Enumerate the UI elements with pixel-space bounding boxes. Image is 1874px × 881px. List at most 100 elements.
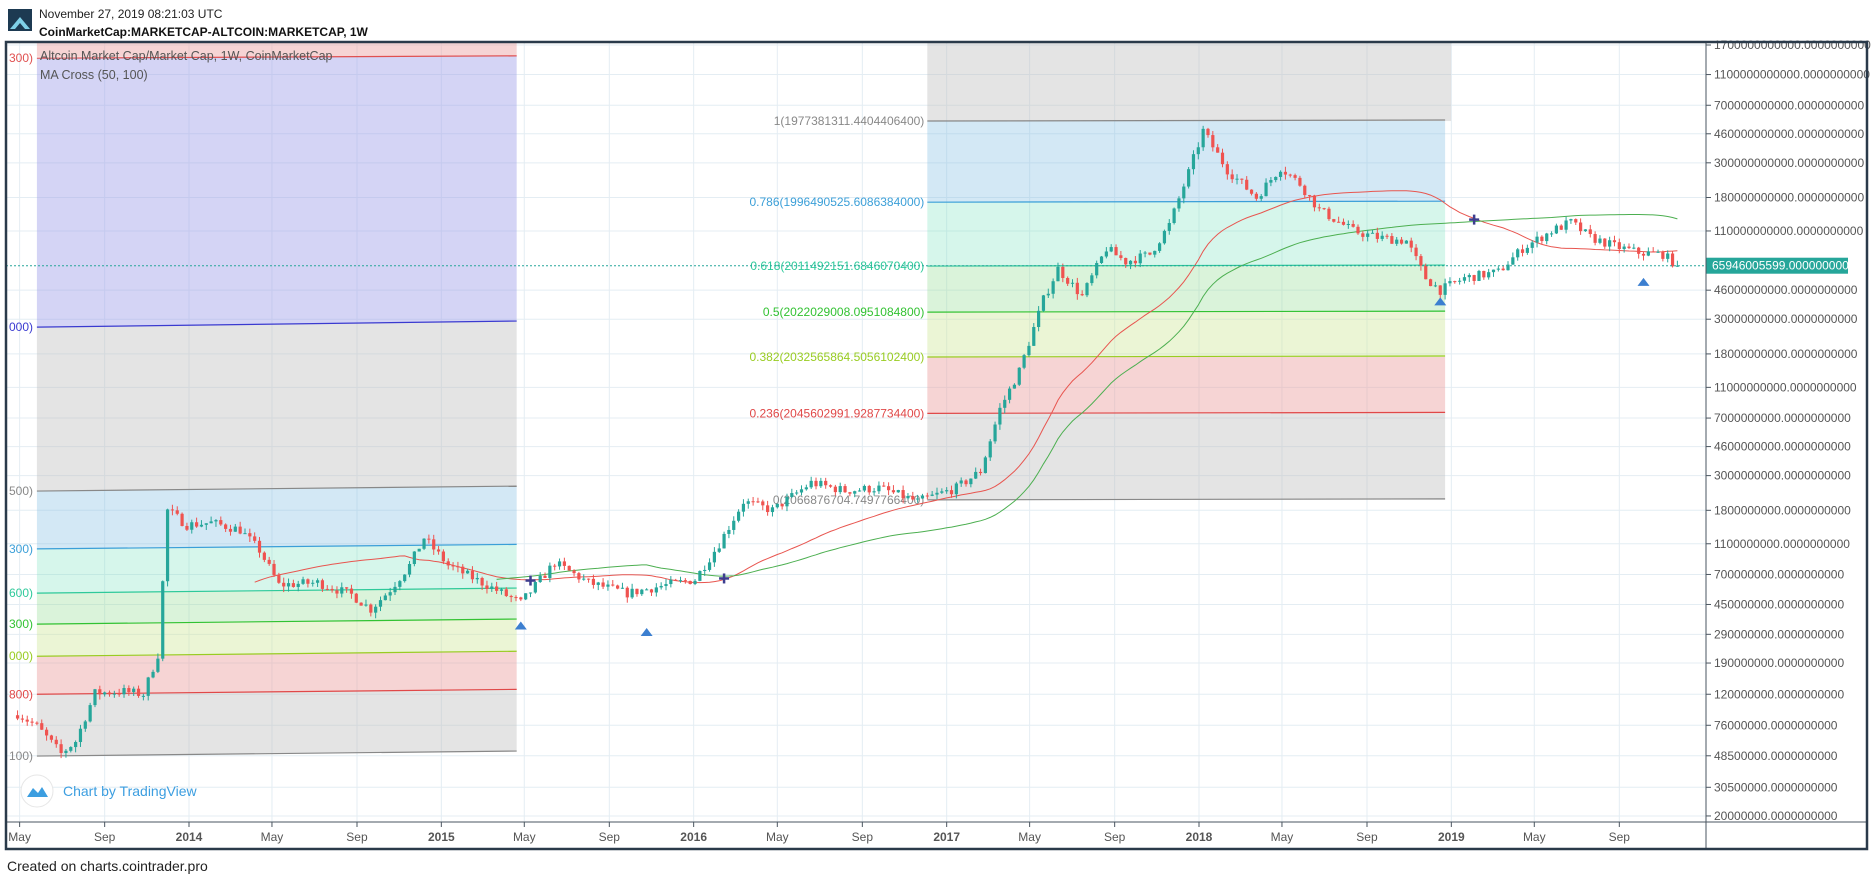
candle [906, 493, 910, 500]
candle [1022, 353, 1026, 370]
candle [315, 578, 320, 587]
candle [1593, 231, 1597, 246]
time-axis[interactable]: May Sep 2014 May Sep 2015 May Sep 2016 May Sep 2017… [8, 822, 1630, 844]
candle [1317, 203, 1321, 212]
candle [954, 481, 958, 499]
candle [151, 669, 155, 679]
candle [185, 522, 189, 532]
candle [790, 488, 794, 499]
candle [1259, 194, 1263, 202]
candle [746, 498, 750, 509]
y-tick-label: 290000000.0000000000 [1714, 627, 1844, 641]
fib-level-line [36, 587, 517, 594]
candle [911, 491, 915, 501]
candle [1012, 383, 1017, 389]
candle [253, 532, 257, 544]
candle [1288, 173, 1292, 178]
candle [1438, 285, 1442, 299]
candle [1162, 229, 1167, 245]
candle [1061, 263, 1065, 283]
candle [1535, 231, 1539, 248]
candle [1666, 250, 1670, 263]
candle [1070, 279, 1075, 288]
candle [1341, 218, 1346, 226]
footer-credit: Created on charts.cointrader.pro [7, 858, 208, 874]
candle [611, 580, 615, 587]
candle [659, 582, 663, 590]
fib-level-label: 800) [9, 687, 33, 701]
candle [1066, 276, 1070, 286]
candle [286, 578, 291, 592]
candle [1395, 237, 1399, 246]
y-tick-label: 300000000000.0000000000 [1714, 156, 1864, 170]
candle [374, 604, 378, 619]
candle [649, 588, 654, 596]
y-tick-label: 3000000000.0000000000 [1714, 469, 1851, 483]
y-tick-label: 110000000000.0000000000 [1714, 224, 1864, 238]
candle [219, 516, 223, 526]
candle [465, 568, 470, 574]
candle [1346, 220, 1350, 229]
y-tick-label: 46000000000.0000000000 [1714, 283, 1858, 297]
x-tick-label: 2014 [176, 830, 203, 844]
ma-100-line [496, 214, 1678, 580]
candle [1167, 219, 1171, 235]
candle [707, 558, 712, 572]
candle [916, 494, 920, 503]
tradingview-watermark[interactable]: Chart by TradingView [20, 774, 197, 808]
candle [248, 528, 252, 543]
candle [427, 534, 431, 544]
fib-band [36, 689, 517, 757]
candle [122, 684, 126, 698]
candle [751, 496, 755, 506]
candle [582, 574, 586, 581]
candle [1598, 235, 1602, 245]
candle [519, 596, 523, 602]
candle [98, 685, 102, 700]
candle [553, 563, 557, 571]
candle [978, 468, 983, 476]
candle [422, 538, 426, 551]
fib-retracement-left[interactable]: 300) 000) 500) 300) 600) 300) 000) 800) 100) [9, 42, 517, 763]
candle [601, 578, 605, 590]
fib-band [36, 42, 517, 57]
candle [964, 479, 968, 487]
candle [930, 490, 934, 497]
candle [586, 578, 591, 583]
watermark-text: Chart by TradingView [63, 783, 197, 799]
candle [499, 587, 504, 595]
fib-level-label: 100) [9, 749, 33, 763]
candle [1530, 240, 1534, 254]
candle [180, 512, 184, 527]
candle [785, 493, 789, 512]
candle [282, 577, 286, 593]
candle [238, 521, 242, 535]
y-tick-label: 700000000.0000000000 [1714, 567, 1844, 581]
fib-level-line [36, 650, 517, 657]
price-axis[interactable]: 1700000000000.0000000000 1100000000000.00… [1706, 38, 1871, 823]
fib-retracement-right[interactable]: 1(1977381311.4404406400) 0.786(1996490525… [749, 42, 1452, 507]
candle [795, 490, 799, 496]
candle [83, 719, 87, 732]
candle [1240, 178, 1244, 184]
fib-level-line [36, 485, 517, 492]
candle [780, 503, 784, 510]
candle [819, 477, 823, 488]
candle [412, 551, 416, 567]
x-tick-label: Sep [346, 830, 368, 844]
candle [1298, 175, 1302, 187]
candle [107, 690, 112, 697]
candle [224, 523, 228, 533]
candle [867, 484, 871, 495]
y-tick-label: 4600000000.0000000000 [1714, 440, 1851, 454]
current-price-label: 65946005599.0000000000 [1712, 259, 1856, 273]
candle [388, 587, 392, 601]
candle [1399, 236, 1404, 245]
candle [1646, 247, 1650, 257]
candle [1143, 251, 1147, 258]
app-logo [8, 9, 32, 36]
candle [1574, 218, 1578, 226]
candle [1254, 192, 1258, 201]
candle [1274, 176, 1278, 183]
